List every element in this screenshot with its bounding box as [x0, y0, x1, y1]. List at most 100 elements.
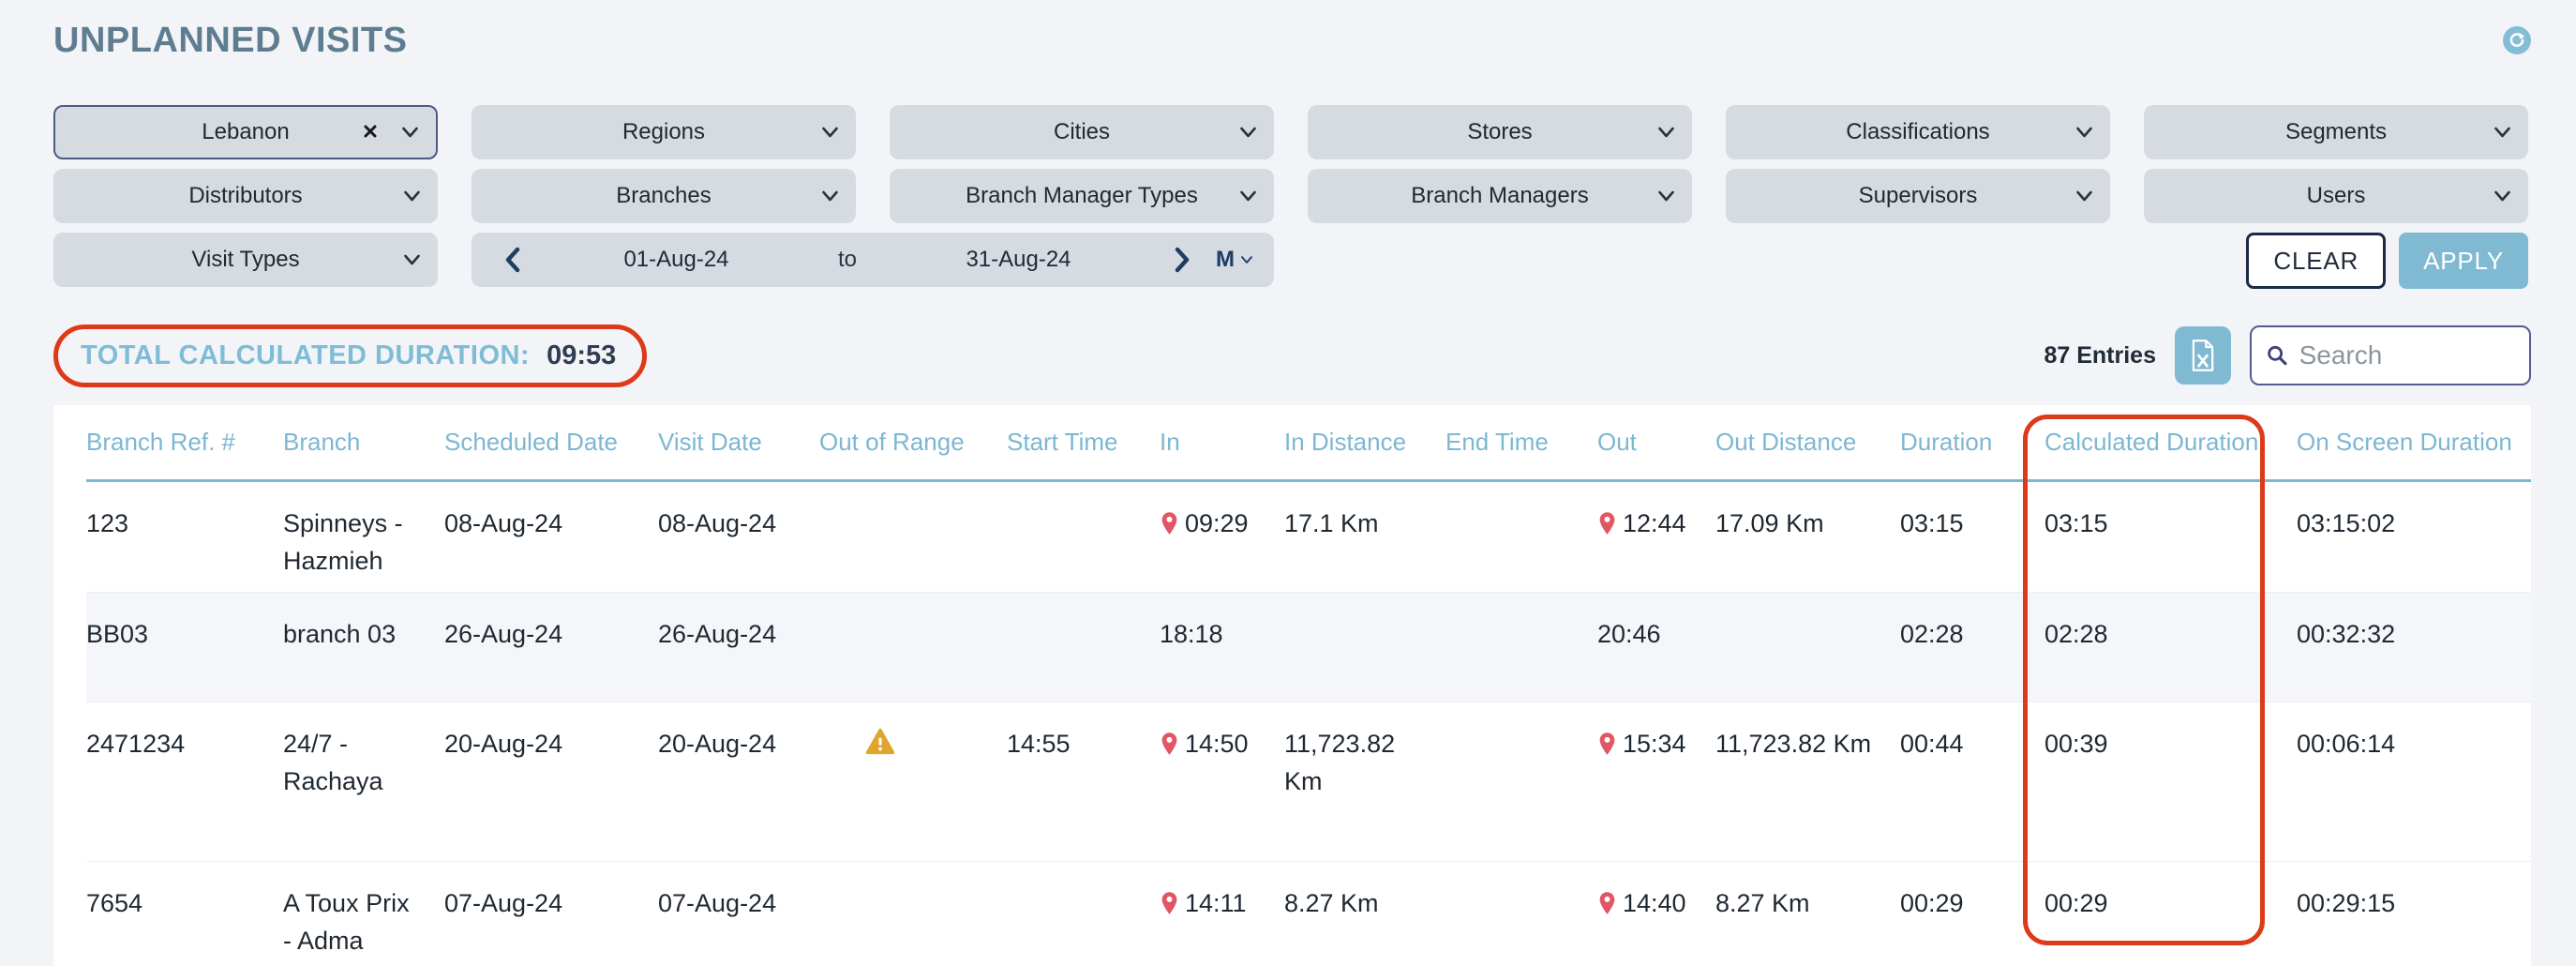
cell-scheduled-date: 08-Aug-24 [444, 505, 658, 542]
chevron-down-icon [2075, 126, 2093, 139]
filter-label: Lebanon [202, 119, 289, 145]
excel-export-icon [2189, 339, 2217, 372]
cell-calculated-duration: 00:29 [2044, 884, 2297, 922]
chevron-down-icon [821, 126, 839, 139]
cell-out-time: 20:46 [1597, 615, 1715, 653]
column-header-in-distance[interactable]: In Distance [1284, 428, 1445, 457]
filter-label: Users [2307, 183, 2366, 209]
cell-branch-ref: 123 [86, 505, 283, 542]
column-header-end-time[interactable]: End Time [1445, 428, 1597, 457]
filter-dropdown-branch-manager-types[interactable]: Branch Manager Types [890, 169, 1274, 223]
filter-label: Segments [2285, 119, 2387, 145]
column-header-out-distance[interactable]: Out Distance [1715, 428, 1900, 457]
cell-on-screen-duration: 00:06:14 [2297, 725, 2531, 762]
apply-button[interactable]: APPLY [2399, 233, 2528, 289]
table-toolbar: 87 Entries [2044, 325, 2531, 385]
column-header-out[interactable]: Out [1597, 428, 1715, 457]
column-header-branch-ref-[interactable]: Branch Ref. # [86, 428, 283, 457]
filter-label: Supervisors [1859, 183, 1978, 209]
summary-row: TOTAL CALCULATED DURATION: 09:53 87 Entr… [53, 323, 2531, 388]
column-header-calculated-duration[interactable]: Calculated Duration [2044, 428, 2297, 457]
filter-label: Classifications [1846, 119, 1989, 145]
table-body: 123Spinneys - Hazmieh08-Aug-2408-Aug-240… [86, 482, 2531, 966]
title-row: UNPLANNED VISITS [53, 21, 2531, 60]
cell-in-time: 18:18 [1160, 615, 1284, 653]
filter-dropdown-stores[interactable]: Stores [1308, 105, 1692, 159]
filter-dropdown-cities[interactable]: Cities [890, 105, 1274, 159]
filter-dropdown-branch-managers[interactable]: Branch Managers [1308, 169, 1692, 223]
cell-visit-date: 08-Aug-24 [658, 505, 819, 542]
column-header-scheduled-date[interactable]: Scheduled Date [444, 428, 658, 457]
filter-actions: CLEAR APPLY [2144, 233, 2528, 289]
chevron-down-icon [1239, 126, 1257, 139]
filter-dropdown-regions[interactable]: Regions [472, 105, 856, 159]
column-header-in[interactable]: In [1160, 428, 1284, 457]
refresh-icon[interactable] [2503, 26, 2531, 54]
chevron-down-icon [2075, 189, 2093, 203]
column-header-duration[interactable]: Duration [1900, 428, 2044, 457]
clear-button[interactable]: CLEAR [2246, 233, 2386, 289]
cell-calculated-duration: 00:39 [2044, 725, 2297, 762]
chevron-down-icon [403, 253, 421, 266]
search-input[interactable] [2299, 340, 2514, 370]
column-header-visit-date[interactable]: Visit Date [658, 428, 819, 457]
table-row[interactable]: 7654A Toux Prix - Adma07-Aug-2407-Aug-24… [86, 862, 2531, 966]
visits-table: Branch Ref. #BranchScheduled DateVisit D… [53, 405, 2531, 966]
period-mode-dropdown[interactable]: M [1216, 247, 1253, 273]
cell-in-distance: 11,723.82 Km [1284, 725, 1445, 800]
date-from-value[interactable]: 01-Aug-24 [533, 247, 819, 273]
filter-dropdown-lebanon[interactable]: Lebanon [53, 105, 438, 159]
location-pin-icon [1597, 890, 1617, 916]
out-of-range-warning-icon [864, 727, 896, 757]
filters-grid: Lebanon Regions Cities Stores Classification… [53, 105, 2531, 289]
table-row[interactable]: 123Spinneys - Hazmieh08-Aug-2408-Aug-240… [86, 482, 2531, 593]
cell-duration: 00:29 [1900, 884, 2044, 922]
column-header-start-time[interactable]: Start Time [1007, 428, 1160, 457]
filter-dropdown-users[interactable]: Users [2144, 169, 2528, 223]
cell-in-distance: 17.1 Km [1284, 505, 1445, 542]
previous-period-button[interactable] [492, 247, 533, 273]
cell-branch-ref: 2471234 [86, 725, 283, 762]
filter-dropdown-supervisors[interactable]: Supervisors [1726, 169, 2110, 223]
cell-branch-ref: BB03 [86, 615, 283, 653]
chevron-down-icon [1239, 189, 1257, 203]
chevron-down-icon [1657, 189, 1675, 203]
cell-in-time: 14:11 [1160, 884, 1284, 922]
cell-start-time: 14:55 [1007, 725, 1160, 762]
cell-calculated-duration: 02:28 [2044, 615, 2297, 653]
filter-label: Cities [1054, 119, 1110, 145]
table-row[interactable]: 247123424/7 - Rachaya20-Aug-2420-Aug-241… [86, 702, 2531, 862]
cell-out-distance: 11,723.82 Km [1715, 725, 1900, 762]
filter-dropdown-visit-types[interactable]: Visit Types [53, 233, 438, 287]
chevron-down-icon [401, 126, 419, 139]
search-box [2250, 325, 2531, 385]
cell-branch: 24/7 - Rachaya [283, 725, 444, 800]
column-header-branch[interactable]: Branch [283, 428, 444, 457]
chevron-down-icon [2494, 126, 2511, 139]
column-header-on-screen-duration[interactable]: On Screen Duration [2297, 428, 2531, 457]
chevron-down-icon [1240, 255, 1253, 264]
table-header-row: Branch Ref. #BranchScheduled DateVisit D… [86, 405, 2531, 482]
search-icon [2267, 343, 2288, 368]
filter-label: Branch Manager Types [966, 183, 1198, 209]
filter-dropdown-segments[interactable]: Segments [2144, 105, 2528, 159]
date-to-value[interactable]: 31-Aug-24 [876, 247, 1161, 273]
filter-dropdown-distributors[interactable]: Distributors [53, 169, 438, 223]
filter-dropdown-classifications[interactable]: Classifications [1726, 105, 2110, 159]
cell-duration: 02:28 [1900, 615, 2044, 653]
filter-dropdown-branches[interactable]: Branches [472, 169, 856, 223]
filter-label: Branch Managers [1411, 183, 1588, 209]
column-header-out-of-range[interactable]: Out of Range [819, 428, 1007, 457]
annotation-total-calculated-duration: TOTAL CALCULATED DURATION: 09:53 [53, 325, 647, 387]
clear-selection-icon[interactable] [363, 124, 378, 139]
cell-scheduled-date: 07-Aug-24 [444, 884, 658, 922]
next-period-button[interactable] [1161, 247, 1203, 273]
export-excel-button[interactable] [2175, 326, 2231, 385]
cell-out-time: 14:40 [1597, 884, 1715, 922]
chevron-down-icon [2494, 189, 2511, 203]
cell-on-screen-duration: 03:15:02 [2297, 505, 2531, 542]
refresh-button[interactable] [2479, 21, 2531, 60]
filter-label: Distributors [188, 183, 302, 209]
chevron-down-icon [821, 189, 839, 203]
table-row[interactable]: BB03branch 0326-Aug-2426-Aug-2418:1820:4… [86, 593, 2531, 702]
